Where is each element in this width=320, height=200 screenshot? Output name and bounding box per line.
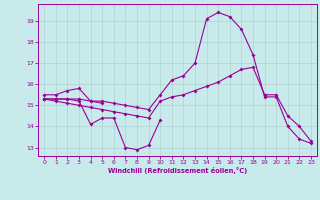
X-axis label: Windchill (Refroidissement éolien,°C): Windchill (Refroidissement éolien,°C) [108,167,247,174]
